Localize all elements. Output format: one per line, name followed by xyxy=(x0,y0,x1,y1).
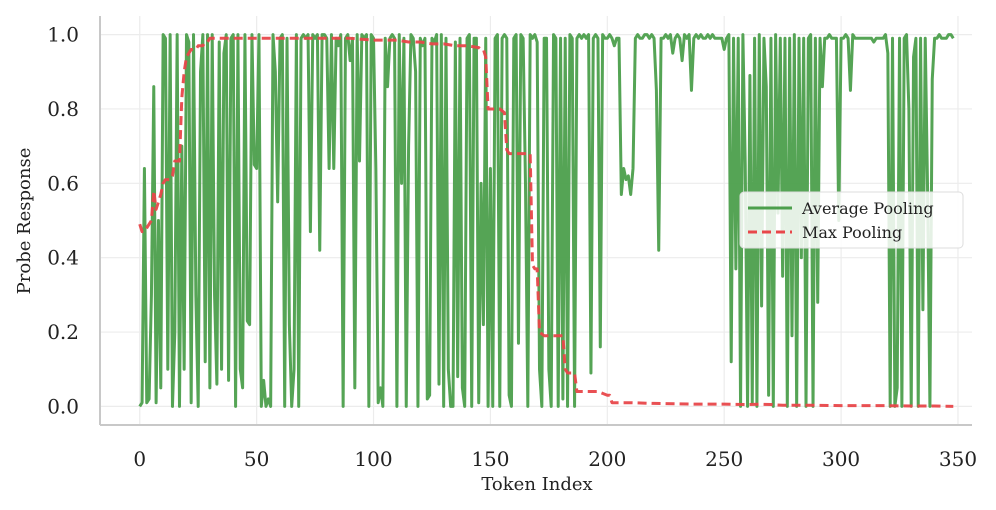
x-tick-label: 300 xyxy=(822,447,860,471)
x-tick-label: 250 xyxy=(705,447,743,471)
y-tick-labels: 0.0 0.2 0.4 0.6 0.8 1.0 xyxy=(47,23,79,419)
x-tick-label: 100 xyxy=(354,447,392,471)
x-tick-label: 150 xyxy=(471,447,509,471)
x-tick-label: 0 xyxy=(133,447,146,471)
x-tick-label: 50 xyxy=(244,447,269,471)
y-axis-label: Probe Response xyxy=(14,148,35,295)
x-tick-label: 350 xyxy=(939,447,977,471)
legend-label-max-pooling: Max Pooling xyxy=(802,223,902,242)
legend-label-average-pooling: Average Pooling xyxy=(801,199,934,218)
legend: Average Pooling Max Pooling xyxy=(739,191,964,249)
y-tick-label: 0.4 xyxy=(47,246,79,270)
max-pooling-line xyxy=(138,36,954,408)
y-tick-label: 0.0 xyxy=(47,394,79,418)
average-pooling-line xyxy=(138,33,955,408)
y-tick-label: 0.8 xyxy=(47,97,79,121)
legend-box xyxy=(739,191,964,249)
series-layer xyxy=(138,33,955,408)
y-tick-label: 0.6 xyxy=(47,171,79,195)
x-tick-labels: 0 50 100 150 200 250 300 350 xyxy=(133,447,977,471)
y-tick-label: 1.0 xyxy=(47,23,79,47)
x-tick-label: 200 xyxy=(588,447,626,471)
x-axis-label: Token Index xyxy=(481,474,592,495)
y-tick-label: 0.2 xyxy=(47,320,79,344)
